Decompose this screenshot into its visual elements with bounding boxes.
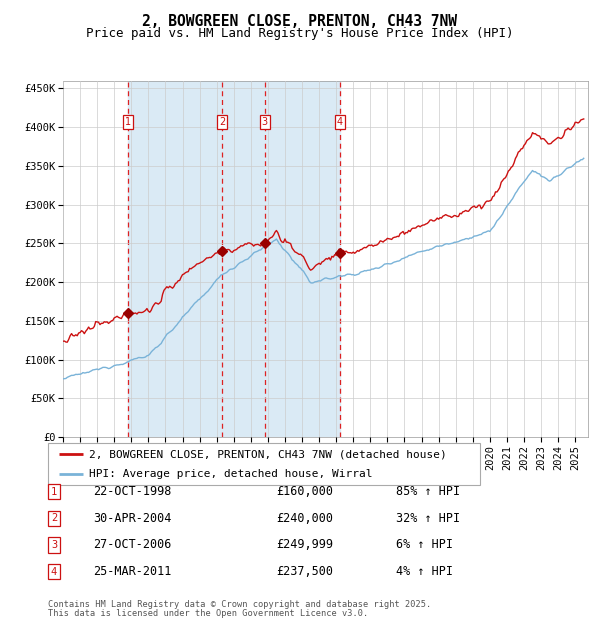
Text: HPI: Average price, detached house, Wirral: HPI: Average price, detached house, Wirr… (89, 469, 373, 479)
Text: 1: 1 (51, 487, 57, 497)
Text: This data is licensed under the Open Government Licence v3.0.: This data is licensed under the Open Gov… (48, 609, 368, 619)
Text: £237,500: £237,500 (276, 565, 333, 578)
Text: 2, BOWGREEN CLOSE, PRENTON, CH43 7NW (detached house): 2, BOWGREEN CLOSE, PRENTON, CH43 7NW (de… (89, 450, 447, 459)
Text: 27-OCT-2006: 27-OCT-2006 (93, 539, 172, 551)
Text: £160,000: £160,000 (276, 485, 333, 498)
Text: 2, BOWGREEN CLOSE, PRENTON, CH43 7NW: 2, BOWGREEN CLOSE, PRENTON, CH43 7NW (143, 14, 458, 29)
Text: 1: 1 (125, 117, 131, 126)
Text: Price paid vs. HM Land Registry's House Price Index (HPI): Price paid vs. HM Land Registry's House … (86, 27, 514, 40)
Text: 22-OCT-1998: 22-OCT-1998 (93, 485, 172, 498)
Text: 32% ↑ HPI: 32% ↑ HPI (396, 512, 460, 525)
Text: 4: 4 (337, 117, 343, 126)
Text: Contains HM Land Registry data © Crown copyright and database right 2025.: Contains HM Land Registry data © Crown c… (48, 600, 431, 609)
FancyBboxPatch shape (48, 443, 480, 485)
Text: 30-APR-2004: 30-APR-2004 (93, 512, 172, 525)
Text: 4% ↑ HPI: 4% ↑ HPI (396, 565, 453, 578)
Text: 2: 2 (219, 117, 226, 126)
Text: £249,999: £249,999 (276, 539, 333, 551)
Text: 4: 4 (51, 567, 57, 577)
Text: 3: 3 (51, 540, 57, 550)
Text: 25-MAR-2011: 25-MAR-2011 (93, 565, 172, 578)
Text: 6% ↑ HPI: 6% ↑ HPI (396, 539, 453, 551)
Bar (128, 81, 340, 437)
Text: 3: 3 (262, 117, 268, 126)
Text: 2: 2 (51, 513, 57, 523)
Text: 85% ↑ HPI: 85% ↑ HPI (396, 485, 460, 498)
Text: £240,000: £240,000 (276, 512, 333, 525)
